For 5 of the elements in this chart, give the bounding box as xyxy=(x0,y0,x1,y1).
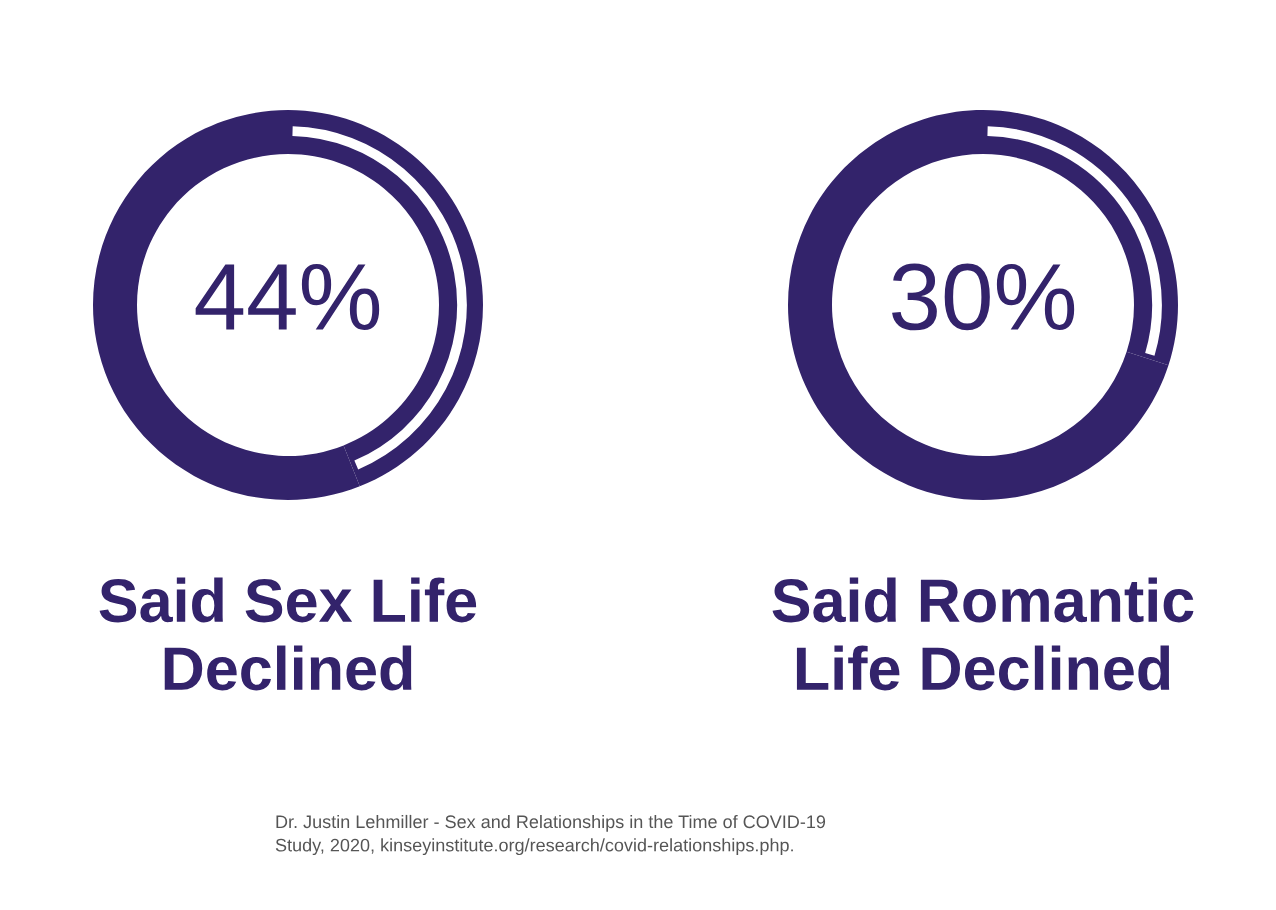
text: Dr. Justin Lehmiller - Sex and Relationships in the Time of COVID-19 Study, 2020, kinseyinstitute.org/research/covid-relationships.php. xyxy=(275,814,826,856)
text: Said Sex Life Declined xyxy=(99,577,477,691)
data-label: 44% xyxy=(195,263,380,330)
data-label: 30% xyxy=(892,263,1075,331)
text: Said Romantic Life Declined xyxy=(772,577,1194,691)
